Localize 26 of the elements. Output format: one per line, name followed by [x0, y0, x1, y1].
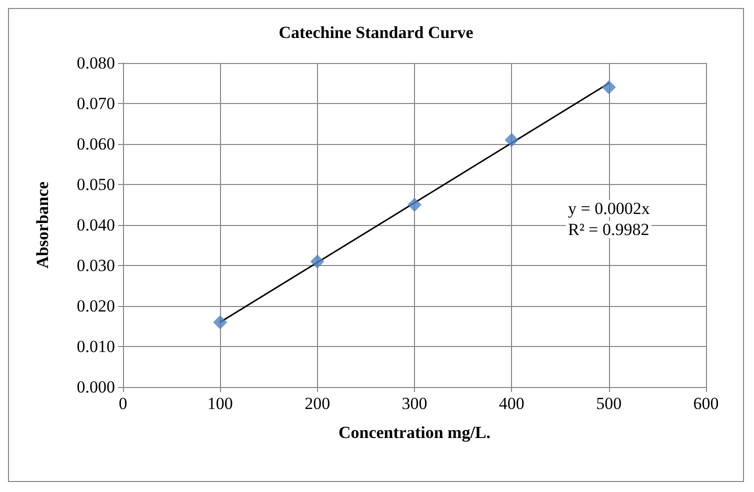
annotation: R² = 0.9982 — [568, 220, 650, 239]
y-tick-label: 0.010 — [76, 337, 115, 356]
x-tick-label: 500 — [596, 394, 622, 413]
y-tick-label: 0.030 — [76, 256, 115, 275]
chart-title: Catechine Standard Curve — [278, 23, 474, 42]
x-tick-label: 200 — [304, 394, 330, 413]
point — [602, 80, 616, 94]
point — [408, 198, 422, 212]
x-tick-label: 0 — [118, 394, 128, 413]
point — [213, 315, 228, 330]
y-axis-title: Absorbance — [33, 181, 52, 268]
y-tick-label: 0.070 — [76, 94, 115, 113]
annotation: y = 0.0002x — [568, 199, 650, 218]
y-tick-label: 0.080 — [76, 54, 115, 72]
point — [504, 132, 519, 147]
y-tick-label: 0.060 — [76, 134, 115, 154]
x-tick-label: 400 — [498, 394, 524, 413]
y-tick-label: 0.000 — [76, 378, 115, 396]
x-axis-title: Concentration mg/L. — [338, 423, 491, 442]
y-tick-label: 0.050 — [76, 175, 115, 194]
y-tick-label: 0.020 — [76, 296, 115, 316]
x-tick-label: 100 — [207, 394, 233, 413]
x-tick-label: 300 — [402, 394, 428, 413]
x-tick-label: 600 — [693, 394, 719, 413]
point — [310, 254, 324, 268]
y-tick-label: 0.040 — [76, 216, 115, 234]
